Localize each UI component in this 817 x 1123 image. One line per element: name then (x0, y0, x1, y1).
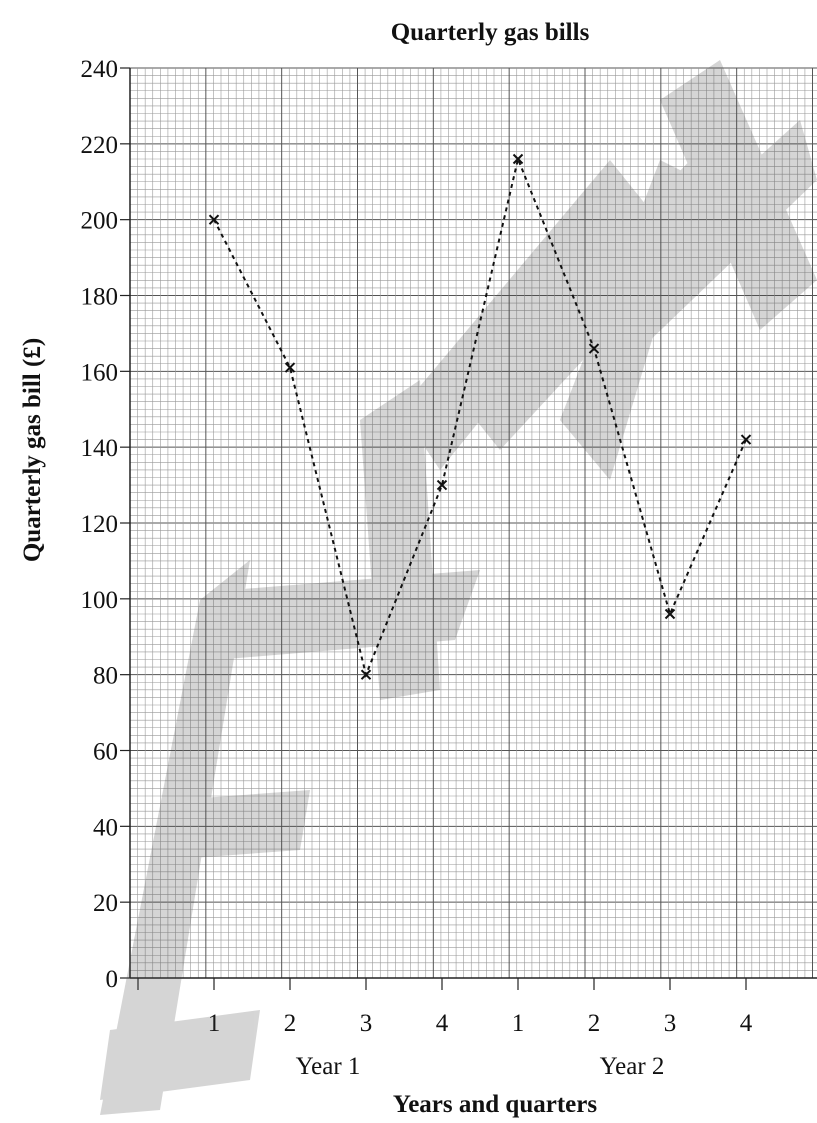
data-point-marker (588, 343, 600, 354)
x-group-label: Year 2 (600, 1053, 665, 1080)
y-tick-label: 20 (93, 890, 118, 917)
y-tick-label: 200 (81, 208, 119, 235)
y-tick-label: 40 (93, 814, 118, 841)
y-tick-label: 160 (81, 359, 119, 386)
y-tick-label: 220 (81, 132, 119, 159)
y-tick-label: 140 (81, 435, 119, 462)
chart-axes: 0 20 40 60 80 100 120 140 160 180 200 220 240 1 2 3 4 1 2 3… (81, 56, 817, 1080)
data-point-marker (436, 479, 448, 491)
y-axis-label: Quarterly gas bill (£) (19, 338, 46, 562)
y-tick-label: 80 (93, 663, 118, 690)
x-tick-label: 3 (664, 1010, 677, 1037)
chart-title: Quarterly gas bills (391, 19, 590, 46)
data-point-marker (664, 608, 676, 620)
x-tick-label: 4 (740, 1010, 753, 1037)
data-point-marker (740, 434, 752, 445)
data-point-marker (360, 669, 372, 680)
x-tick-label: 3 (360, 1010, 373, 1037)
series-line (213, 155, 747, 678)
x-tick-label: 1 (512, 1010, 525, 1037)
x-tick-label: 4 (436, 1010, 449, 1037)
chart-marks (208, 153, 752, 680)
x-tick-label: 2 (284, 1010, 297, 1037)
data-point-marker (208, 214, 220, 225)
chart-grid (129, 67, 817, 979)
x-axis-label: Years and quarters (393, 1091, 597, 1118)
y-tick-label: 180 (81, 284, 119, 311)
y-tick-label: 60 (93, 739, 118, 766)
y-tick-label: 240 (81, 56, 119, 83)
x-group-label: Year 1 (296, 1053, 361, 1080)
x-tick-label: 2 (588, 1010, 601, 1037)
x-tick-label: 1 (208, 1010, 221, 1037)
data-point-marker (284, 362, 296, 373)
y-tick-label: 120 (81, 511, 119, 538)
y-tick-label: 0 (106, 966, 119, 993)
y-tick-label: 100 (81, 587, 119, 614)
watermark-logo (100, 60, 817, 1115)
data-point-marker (512, 153, 524, 165)
